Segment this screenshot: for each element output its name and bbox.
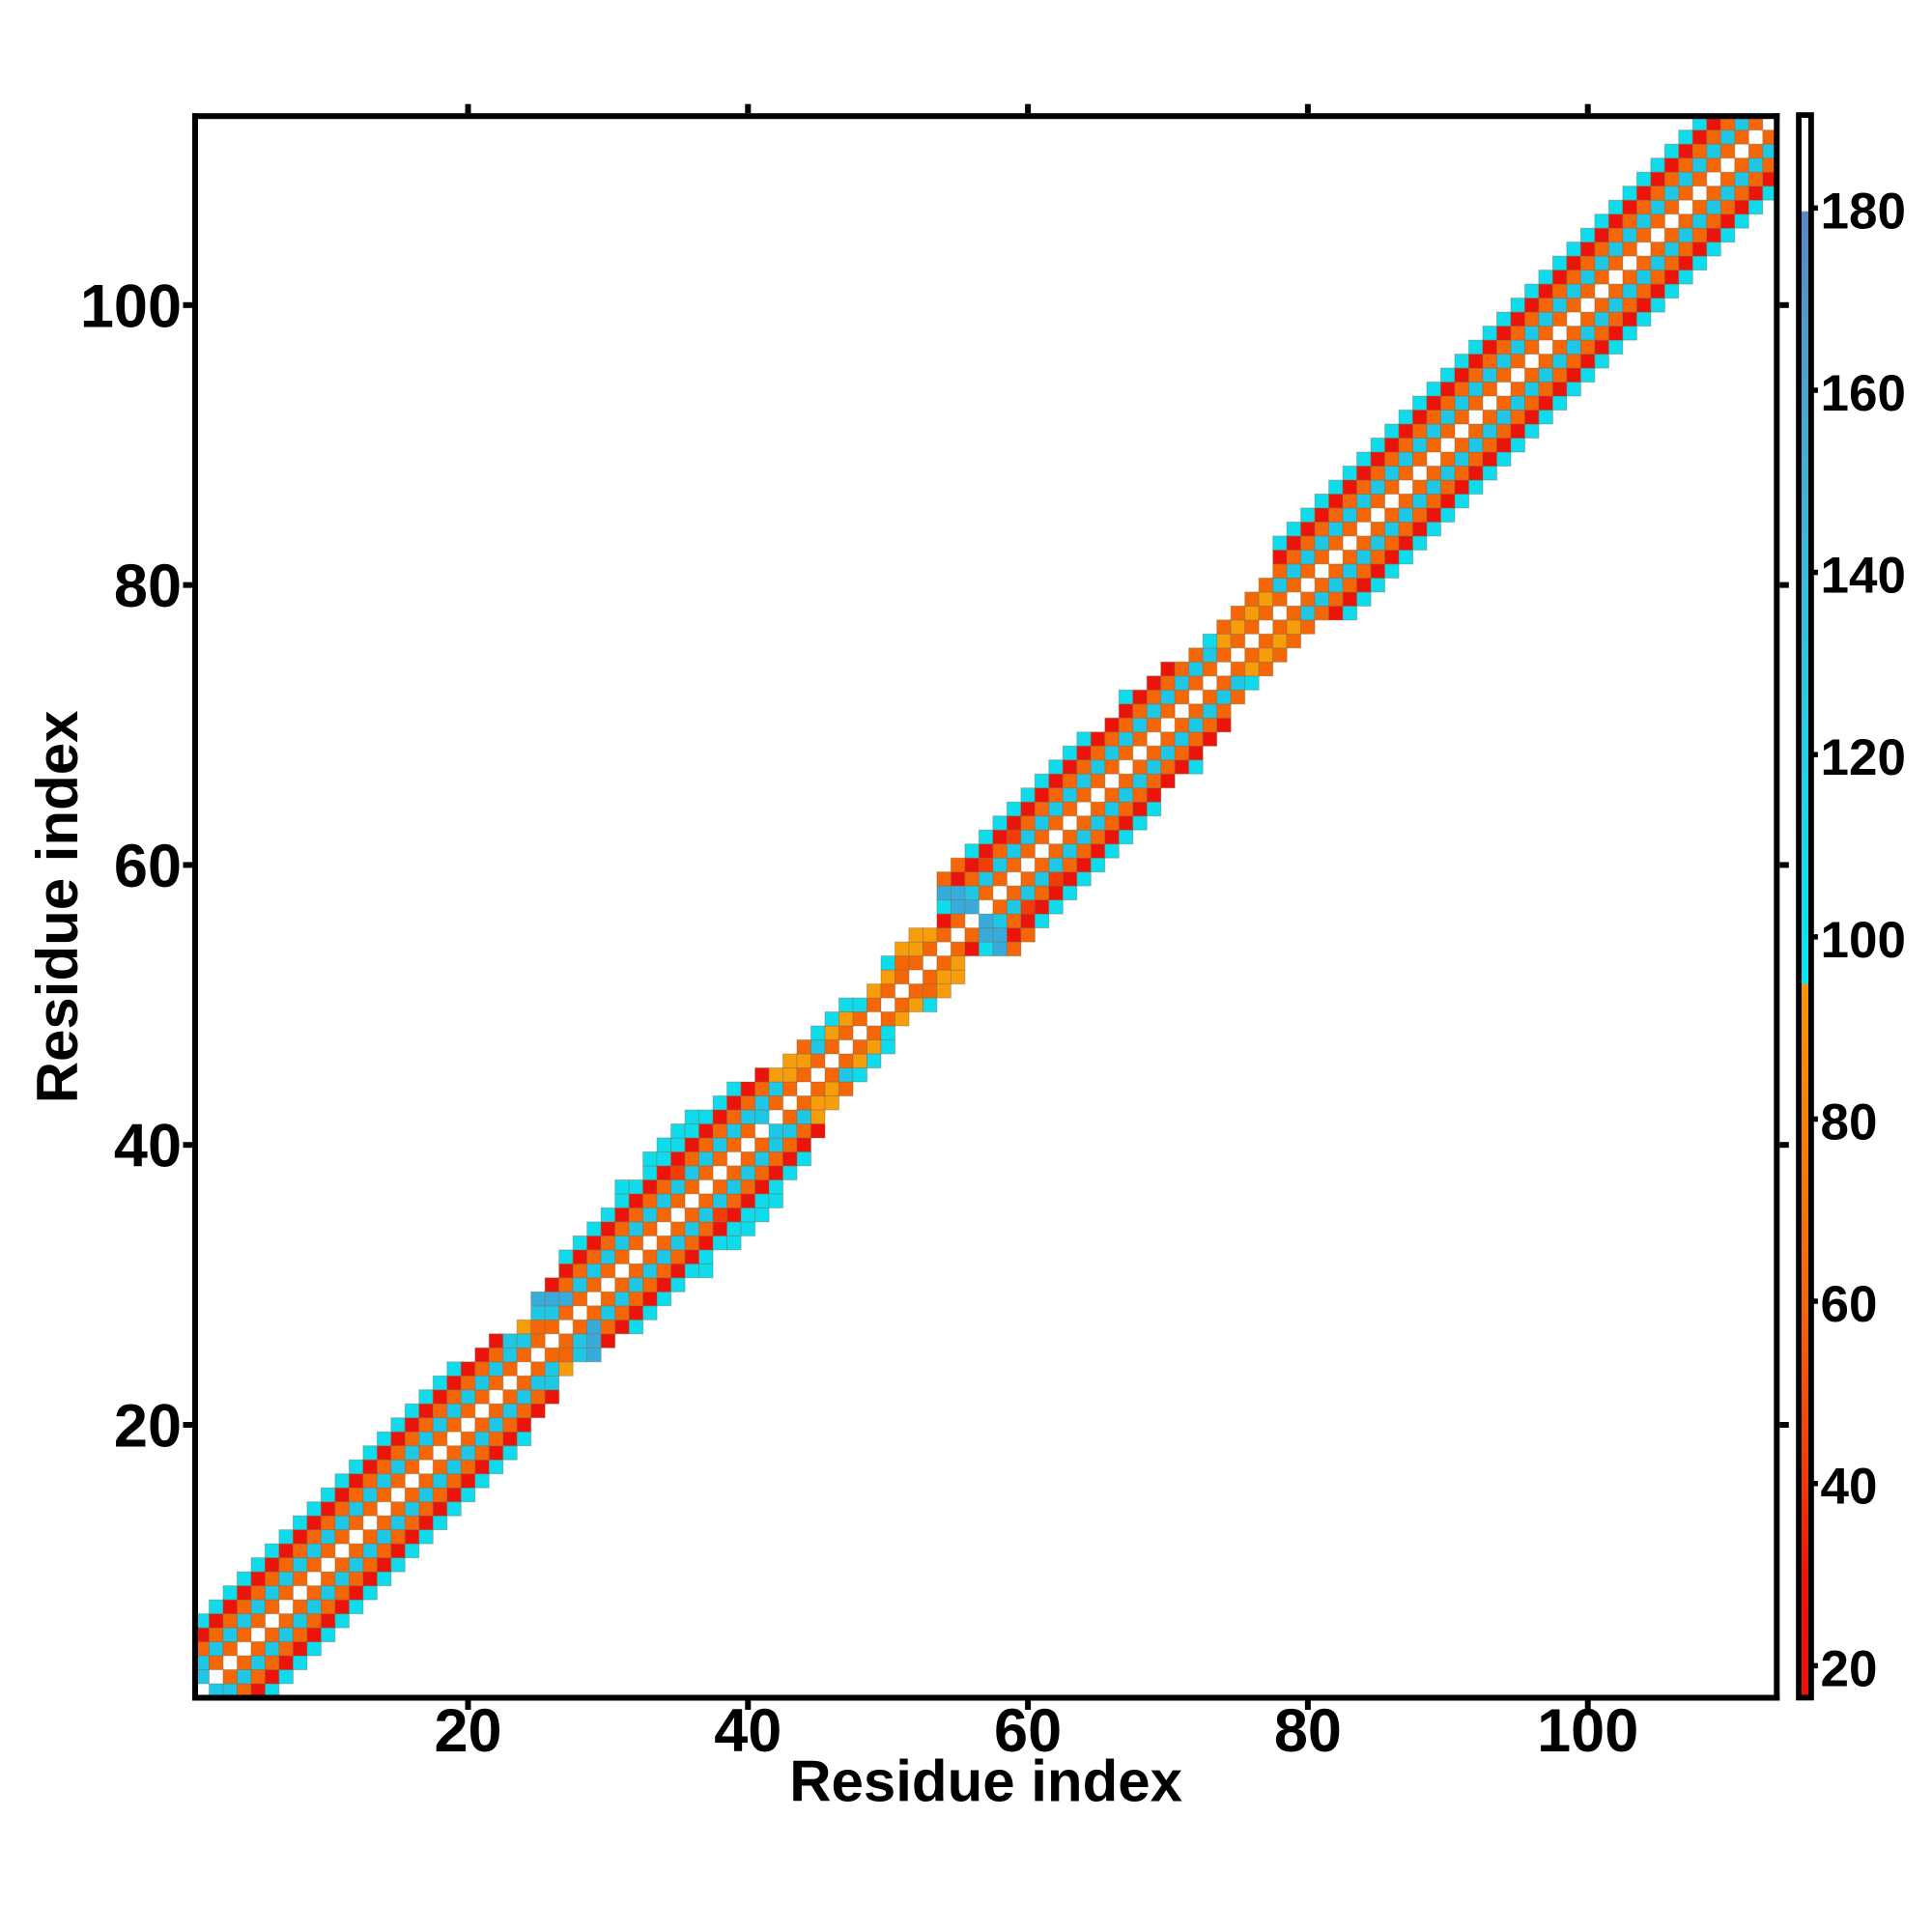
svg-text:20: 20 <box>114 1393 182 1461</box>
svg-text:60: 60 <box>114 833 182 900</box>
svg-text:160: 160 <box>1821 365 1906 422</box>
svg-text:Residue index: Residue index <box>789 1749 1182 1814</box>
svg-text:80: 80 <box>114 553 182 620</box>
svg-text:140: 140 <box>1821 548 1906 605</box>
svg-text:60: 60 <box>994 1697 1062 1765</box>
svg-text:60: 60 <box>1821 1276 1878 1333</box>
svg-text:100: 100 <box>1821 912 1906 969</box>
svg-text:120: 120 <box>1821 729 1906 786</box>
svg-text:80: 80 <box>1821 1094 1878 1151</box>
svg-text:40: 40 <box>714 1697 781 1765</box>
svg-text:20: 20 <box>1821 1640 1878 1697</box>
svg-text:100: 100 <box>1537 1697 1638 1765</box>
svg-text:40: 40 <box>114 1113 182 1180</box>
svg-text:40: 40 <box>1821 1459 1878 1516</box>
svg-text:80: 80 <box>1274 1697 1342 1765</box>
svg-text:100: 100 <box>80 272 182 340</box>
svg-text:20: 20 <box>434 1697 501 1765</box>
svg-text:180: 180 <box>1821 183 1906 240</box>
svg-text:Residue index: Residue index <box>25 711 90 1104</box>
